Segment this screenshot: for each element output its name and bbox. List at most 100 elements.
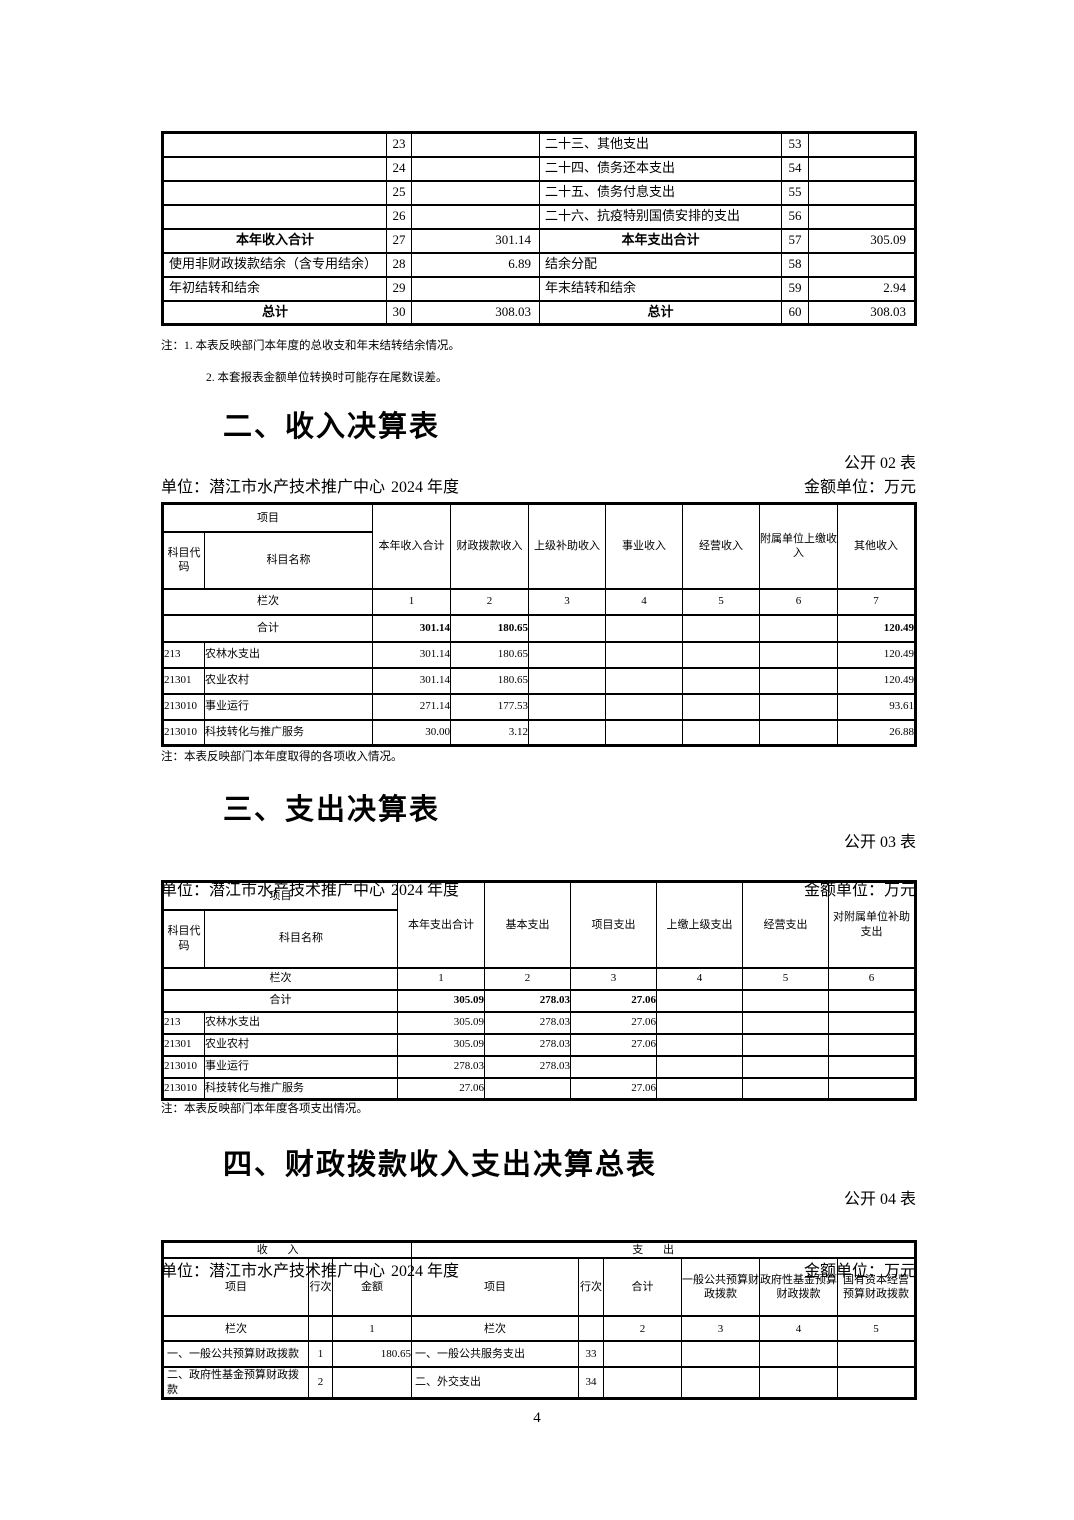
column-header: 上级补助收入 <box>528 502 606 590</box>
table-cell: 农林水支出 <box>204 640 373 669</box>
income-table-block: 项目 本年收入合计 财政拨款收入 上级补助收入 事业收入 经营收入 附属单位上缴… <box>161 502 917 747</box>
table-cell <box>808 203 916 230</box>
total-value: 305.09 <box>397 988 485 1013</box>
table-row: 24 二十四、债务还本支出 54 <box>162 155 916 182</box>
table-cell <box>162 179 387 206</box>
total-value <box>828 988 916 1013</box>
total-label: 合计 <box>162 613 373 643</box>
table-cell: 53 <box>781 131 809 158</box>
table-cell: 总计 <box>539 299 782 326</box>
table-cell <box>411 155 540 182</box>
table-row: 213 农林水支出 305.09 278.03 27.06 <box>162 1010 916 1035</box>
table-cell: 59 <box>781 275 809 302</box>
table-cell: 21301 <box>162 1032 205 1057</box>
table-cell: 科技转化与推广服务 <box>204 718 373 747</box>
table-cell: 1 <box>308 1340 333 1369</box>
table-cell: 305.09 <box>397 1010 485 1035</box>
table-cell: 301.14 <box>411 227 540 254</box>
table-cell <box>570 1054 657 1079</box>
table-cell <box>681 1340 760 1369</box>
table-cell <box>528 640 606 669</box>
table-cell: 30 <box>386 299 412 326</box>
column-index: 1 <box>397 966 485 991</box>
column-index: 1 <box>372 587 451 616</box>
total-value <box>528 613 606 643</box>
table-cell <box>682 718 760 747</box>
money-unit-label: 金额单位：万元 <box>803 479 916 496</box>
table-cell: 278.03 <box>484 1032 571 1057</box>
column-index: 5 <box>836 1315 917 1343</box>
table-note: 注：本表反映部门本年度各项支出情况。 <box>161 1103 368 1115</box>
expense-table: 项目 本年支出合计 基本支出 项目支出 上缴上级支出 经营支出 对附属单位补助支… <box>161 880 917 1101</box>
total-value: 27.06 <box>570 988 657 1013</box>
table-number-label: 公开 02 表 <box>843 455 916 472</box>
column-header: 附属单位上缴收入 <box>759 502 838 590</box>
table-cell: 213010 <box>162 1076 205 1101</box>
table-cell: 结余分配 <box>539 251 782 278</box>
table-cell: 事业运行 <box>204 1054 398 1079</box>
table-cell <box>808 155 916 182</box>
table-cell: 30.00 <box>372 718 451 747</box>
table-cell <box>528 718 606 747</box>
table-cell <box>682 692 760 721</box>
header-subject-code: 科目代码 <box>162 530 205 590</box>
unit-label: 单位：潜江市水产技术推广中心 <box>161 479 386 496</box>
table-cell <box>828 1032 916 1057</box>
table-cell: 213010 <box>162 718 205 747</box>
table-cell <box>162 155 387 182</box>
table-cell: 60 <box>781 299 809 326</box>
column-index: 2 <box>484 966 571 991</box>
table-cell: 二、外交支出 <box>411 1366 579 1400</box>
table-note: 注：本表反映部门本年度取得的各项收入情况。 <box>161 751 403 763</box>
table-cell <box>682 666 760 695</box>
income-table: 项目 本年收入合计 财政拨款收入 上级补助收入 事业收入 经营收入 附属单位上缴… <box>161 502 917 747</box>
table-cell <box>759 666 838 695</box>
table-cell: 56 <box>781 203 809 230</box>
table-cell: 23 <box>386 131 412 158</box>
year-label: 2024 年度 <box>391 479 460 496</box>
table-cell <box>682 640 760 669</box>
table-row: 213010 事业运行 271.14 177.53 93.61 <box>162 692 916 721</box>
column-index: 4 <box>605 587 683 616</box>
column-header: 本年收入合计 <box>372 502 451 590</box>
table-cell <box>808 131 916 158</box>
table-cell <box>528 666 606 695</box>
table-cell <box>605 640 683 669</box>
lanci-label: 栏次 <box>162 587 373 616</box>
table-cell <box>603 1366 682 1400</box>
table-cell <box>656 1032 743 1057</box>
table-cell <box>836 1366 917 1400</box>
column-index: 1 <box>332 1315 412 1343</box>
lanci-label: 栏次 <box>162 1315 309 1343</box>
total-value: 301.14 <box>372 613 451 643</box>
table-cell: 二十四、债务还本支出 <box>539 155 782 182</box>
table-cell <box>759 718 838 747</box>
table-cell: 27.06 <box>570 1076 657 1101</box>
table-row: 213 农林水支出 301.14 180.65 120.49 <box>162 640 916 669</box>
table-cell: 年末结转和结余 <box>539 275 782 302</box>
column-header: 其他收入 <box>837 502 916 590</box>
total-value: 278.03 <box>484 988 571 1013</box>
table-cell: 6.89 <box>411 251 540 278</box>
table-cell: 305.09 <box>397 1032 485 1057</box>
table-cell <box>605 692 683 721</box>
table-cell: 25 <box>386 179 412 206</box>
table-cell <box>656 1076 743 1101</box>
table-cell: 农业农村 <box>204 1032 398 1057</box>
column-header: 财政拨款收入 <box>450 502 529 590</box>
table-row: 23 二十三、其他支出 53 <box>162 131 916 158</box>
table-cell: 3.12 <box>450 718 529 747</box>
total-value <box>759 613 838 643</box>
column-header: 事业收入 <box>605 502 683 590</box>
column-header: 本年支出合计 <box>397 880 485 969</box>
section-title-income: 二、收入决算表 <box>223 411 441 443</box>
table-number-label: 公开 03 表 <box>843 834 916 851</box>
header-amount: 金额 <box>332 1257 412 1318</box>
table-note: 2. 本套报表金额单位转换时可能存在尾数误差。 <box>206 372 448 384</box>
table-note: 注：1. 本表反映部门本年度的总收支和年末结转结余情况。 <box>161 340 460 352</box>
table-row: 21301 农业农村 305.09 278.03 27.06 <box>162 1032 916 1057</box>
table-row: 一、一般公共预算财政拨款 1 180.65 一、一般公共服务支出 33 <box>162 1340 917 1369</box>
column-index-row: 栏次 1 2 3 4 5 6 7 <box>162 587 916 616</box>
total-value: 180.65 <box>450 613 529 643</box>
